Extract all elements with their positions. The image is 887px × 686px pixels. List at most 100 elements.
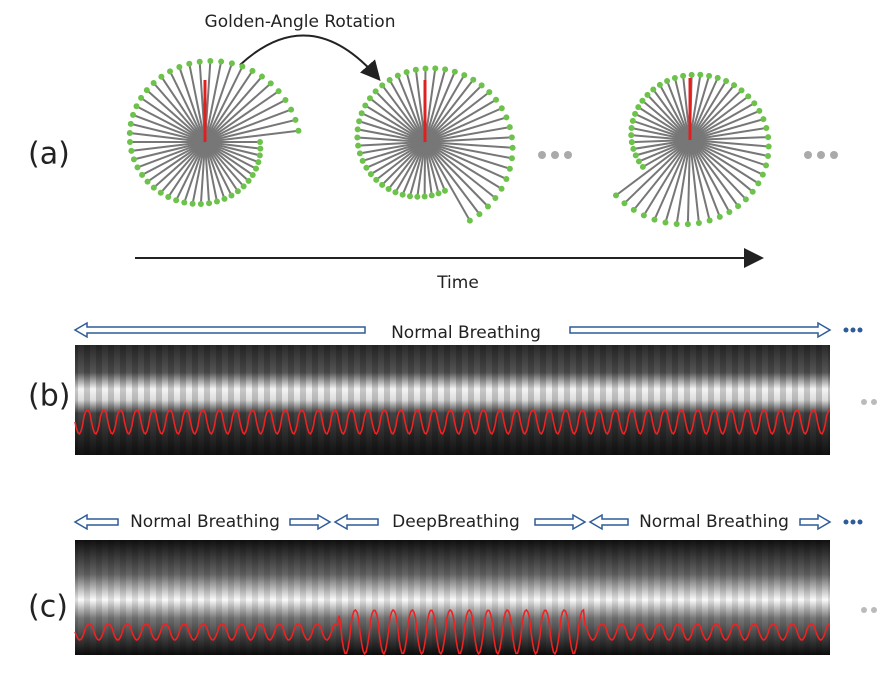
spoke-end xyxy=(763,162,769,168)
spoke-end xyxy=(249,68,255,74)
spoke-end xyxy=(763,125,769,131)
spoke-end xyxy=(257,139,263,145)
spoke-end xyxy=(392,189,398,195)
spoke-end xyxy=(644,92,650,98)
spoke-end xyxy=(707,218,713,224)
spoke-end xyxy=(510,145,516,151)
spoke-end xyxy=(631,207,637,213)
spoke-end xyxy=(400,192,406,198)
spoke-end xyxy=(413,67,419,73)
spoke-end xyxy=(139,172,145,178)
spoke-end xyxy=(436,190,442,196)
spoke-end xyxy=(765,153,771,159)
spoke-end xyxy=(664,78,670,84)
spoke-end xyxy=(228,192,234,198)
segment-label: DeepBreathing xyxy=(392,512,520,532)
spoke-end xyxy=(745,93,751,99)
spoke-end xyxy=(422,65,428,71)
axis-label: Time xyxy=(436,273,479,293)
spoke-end xyxy=(629,125,635,131)
spoke-end xyxy=(363,165,369,171)
spoke-end xyxy=(127,130,133,136)
range-arrow xyxy=(290,515,330,529)
spoke-end xyxy=(130,112,136,118)
spoke-end xyxy=(218,59,224,65)
spoke-end xyxy=(717,214,723,220)
spoke-end xyxy=(255,159,261,165)
image-texture xyxy=(75,540,830,655)
spoke-end xyxy=(276,88,282,94)
spoke-end xyxy=(127,139,133,145)
range-arrow xyxy=(535,515,585,529)
segment-label: Normal Breathing xyxy=(639,512,789,532)
spoke-end xyxy=(395,73,401,79)
spoke-end xyxy=(641,212,647,218)
spoke-end xyxy=(367,95,373,101)
title: Golden-Angle Rotation xyxy=(205,12,396,32)
spoke-end xyxy=(432,65,438,71)
spoke-end xyxy=(206,200,212,206)
spoke-end xyxy=(356,118,362,124)
spoke-end xyxy=(630,146,636,152)
spoke-end xyxy=(173,197,179,203)
ellipsis xyxy=(861,399,877,613)
spoke-end xyxy=(685,221,691,227)
spoke-end xyxy=(429,192,435,198)
spoke-end xyxy=(696,220,702,226)
spoke-end xyxy=(151,185,157,191)
ellipsis xyxy=(844,328,863,525)
spoke-end xyxy=(689,72,695,78)
spoke-end xyxy=(268,80,274,86)
spoke-end xyxy=(379,182,385,188)
spoke-end xyxy=(662,219,668,225)
spoke-end xyxy=(452,69,458,75)
spoke-end xyxy=(282,97,288,103)
spoke-end xyxy=(207,58,213,64)
spoke-end xyxy=(165,194,171,200)
spoke-end xyxy=(697,72,703,78)
spoke-end xyxy=(476,211,482,217)
spoke-end xyxy=(751,100,757,106)
spoke-end xyxy=(485,203,491,209)
spoke-end xyxy=(257,146,263,152)
spoke-end xyxy=(190,201,196,207)
spoke-end xyxy=(672,75,678,81)
spoke-end xyxy=(486,89,492,95)
spoke-end xyxy=(499,105,505,111)
spoke-end xyxy=(726,209,732,215)
segment-label: Normal Breathing xyxy=(130,512,280,532)
spoke-end xyxy=(629,139,635,145)
spoke-end xyxy=(131,156,137,162)
spoke-end xyxy=(650,87,656,93)
spoke-end xyxy=(368,171,374,177)
spoke-end xyxy=(186,61,192,67)
spoke-end xyxy=(138,95,144,101)
spoke-end xyxy=(507,124,513,130)
spoke-end xyxy=(760,172,766,178)
spoke-end xyxy=(636,158,642,164)
spoke-end xyxy=(360,158,366,164)
spoke-end xyxy=(359,110,365,116)
spoke-end xyxy=(386,186,392,192)
spoke-end xyxy=(760,116,766,122)
spoke-end xyxy=(467,218,473,224)
spoke-end xyxy=(221,196,227,202)
range-arrow xyxy=(75,323,365,337)
spoke-end xyxy=(507,166,513,172)
spoke-end xyxy=(239,64,245,70)
spoke-end xyxy=(167,68,173,74)
spoke-end xyxy=(151,80,157,86)
spoke-end xyxy=(470,77,476,83)
spoke-end xyxy=(414,194,420,200)
spoke-end xyxy=(492,195,498,201)
spoke-end xyxy=(257,152,263,158)
spoke-end xyxy=(621,200,627,206)
spoke-end xyxy=(509,155,515,161)
rotation-arrow xyxy=(240,35,378,78)
spoke-end xyxy=(706,73,712,79)
spoke-end xyxy=(633,152,639,158)
spoke-end xyxy=(723,78,729,84)
spoke-end xyxy=(407,193,413,199)
range-arrow xyxy=(590,515,628,529)
spoke-end xyxy=(288,107,294,113)
